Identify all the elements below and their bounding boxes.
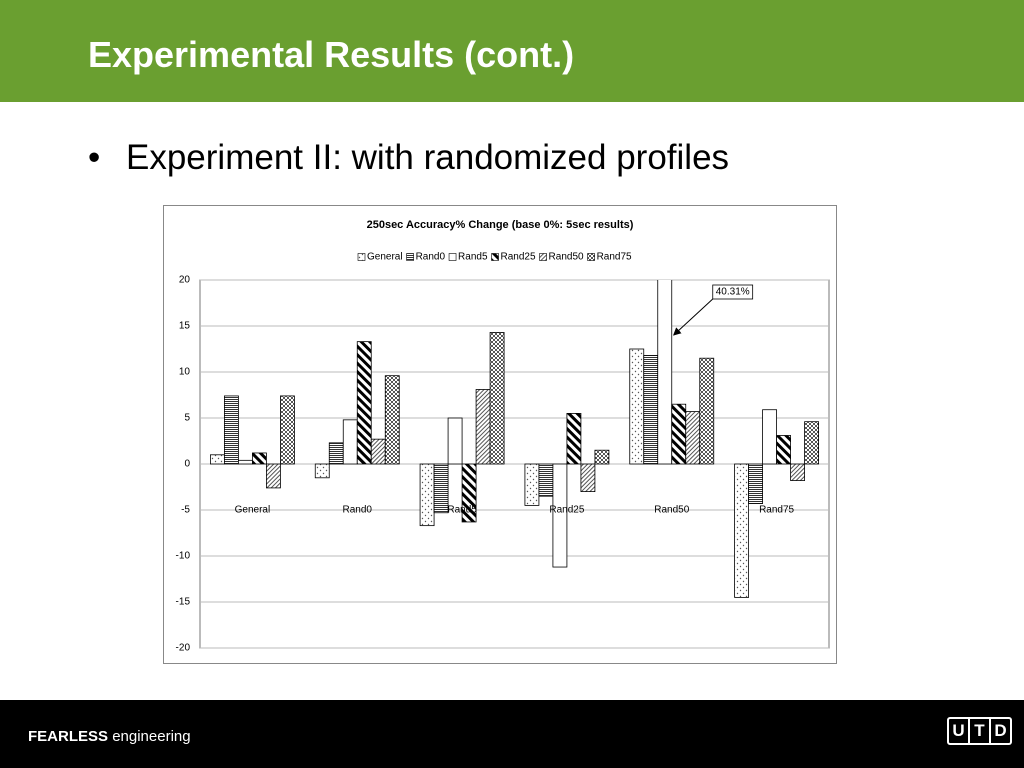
bullet-text: Experiment II: with randomized profiles [126,138,730,177]
x-tick-label: Rand75 [759,505,794,516]
bar [475,389,491,465]
bar [266,463,281,489]
legend-label: General [367,252,403,263]
legend-label: Rand50 [549,252,584,263]
footer-brand: FEARLESS engineering [28,728,191,745]
bar [699,357,715,465]
logo-letter: U [949,719,970,743]
y-tick-label: -15 [176,597,191,608]
bar [776,435,791,465]
legend-swatch [357,253,366,261]
bar [594,449,610,465]
chart: 250sec Accuracy% Change (base 0%: 5sec r… [163,205,837,664]
bar [685,411,701,465]
bar [384,375,400,465]
legend-swatch [587,253,595,261]
bar [643,355,659,465]
bar [489,332,505,465]
slide-title: Experimental Results (cont.) [88,34,575,75]
legend-label: Rand25 [501,252,536,263]
y-tick-label: -5 [181,505,190,516]
annotation-arrow [673,298,714,336]
bar [524,463,540,506]
x-tick-label: General [235,505,271,516]
bar [370,438,386,465]
bar [671,403,687,465]
bar [210,454,225,465]
y-tick-label: 0 [184,459,190,470]
brand-tagline: engineering [112,728,191,745]
bar [356,341,372,465]
brand-name: FEARLESS [28,728,109,745]
bar [748,463,763,504]
legend-label: Rand0 [416,252,446,263]
annotation-box [712,284,754,300]
legend-label: Rand5 [458,252,488,263]
bar [447,417,463,465]
bullet: • Experiment II: with randomized profiles [88,138,730,177]
bar [252,452,267,465]
legend-swatch [406,253,414,261]
bar [552,463,568,568]
legend-label: Rand75 [597,252,632,263]
legend-swatch [539,253,547,261]
x-tick-label: Rand0 [343,505,373,516]
bar [790,463,805,481]
bar [566,412,582,465]
y-tick-label: 15 [179,321,191,332]
bar [314,463,330,479]
x-tick-label: Rand25 [549,505,584,516]
bar [328,442,344,465]
y-tick-label: -20 [176,643,191,654]
bar [580,463,596,493]
logo-letter: D [994,721,1007,740]
bar [342,419,358,465]
bar [238,459,253,465]
bar [538,463,554,497]
legend-swatch [491,253,499,261]
bar [433,463,449,514]
bar [734,463,749,598]
x-tick-label: Rand50 [654,505,689,516]
header-bar: Experimental Results (cont.) [0,0,1024,102]
bar [461,463,477,523]
y-tick-label: 5 [184,413,190,424]
y-tick-label: -10 [176,551,191,562]
bar [657,280,673,465]
y-tick-label: 10 [179,367,191,378]
bar [419,463,435,527]
bar [224,395,239,465]
chart-title: 250sec Accuracy% Change (base 0%: 5sec r… [367,219,634,231]
bar [762,409,777,465]
value-label: 40.31% [716,287,750,298]
bar [629,348,645,465]
x-tick-label: Rand5 [447,505,477,516]
y-tick-label: 20 [179,275,191,286]
bar [804,421,819,465]
logo-letter: T [970,719,991,743]
legend-swatch [448,253,457,261]
bar [280,395,295,465]
